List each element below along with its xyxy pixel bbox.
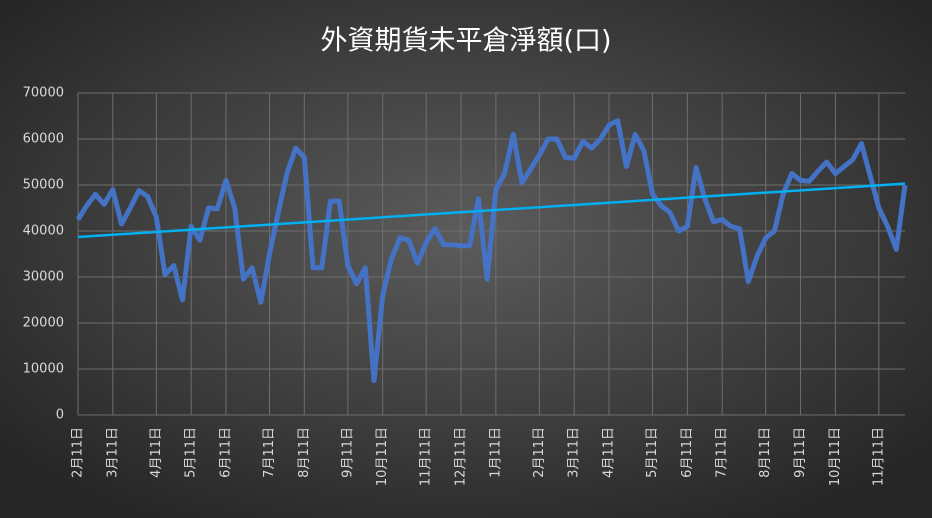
- x-tick-label: 8月11日: [297, 427, 312, 478]
- x-tick-label: 8月11日: [758, 427, 773, 478]
- y-tick-label: 0: [56, 408, 64, 423]
- x-tick-label: 4月11日: [149, 427, 164, 478]
- chart-title: 外資期貨未平倉淨額(口): [320, 26, 611, 57]
- x-tick-label: 4月11日: [602, 427, 617, 478]
- y-tick-label: 40000: [23, 224, 64, 239]
- x-tick-label: 1月11日: [488, 427, 503, 478]
- x-tick-label: 12月11日: [454, 427, 469, 486]
- x-tick-label: 7月11日: [262, 427, 277, 478]
- y-tick-label: 30000: [23, 270, 64, 285]
- x-tick-label: 2月11日: [532, 427, 547, 478]
- x-tick-label: 10月11日: [375, 427, 390, 486]
- data-line: [75, 118, 908, 383]
- x-tick-label: 11月11日: [871, 427, 886, 486]
- x-tick-label: 9月11日: [793, 427, 808, 478]
- x-tick-label: 9月11日: [340, 427, 355, 478]
- y-tick-label: 60000: [23, 132, 64, 147]
- x-tick-label: 10月11日: [828, 427, 843, 486]
- x-tick-label: 11月11日: [419, 427, 434, 486]
- y-tick-label: 10000: [23, 362, 64, 377]
- x-tick-label: 3月11日: [105, 427, 120, 478]
- x-tick-label: 6月11日: [680, 427, 695, 478]
- x-tick-label: 6月11日: [218, 427, 233, 478]
- y-tick-label: 50000: [23, 178, 64, 193]
- x-tick-label: 5月11日: [645, 427, 660, 478]
- x-tick-label: 7月11日: [715, 427, 730, 478]
- y-tick-label: 70000: [23, 86, 64, 101]
- x-tick-label: 3月11日: [567, 427, 582, 478]
- trend-line: [77, 182, 906, 239]
- y-tick-label: 20000: [23, 316, 64, 331]
- x-tick-label: 5月11日: [184, 427, 199, 478]
- x-tick-label: 2月11日: [71, 427, 86, 478]
